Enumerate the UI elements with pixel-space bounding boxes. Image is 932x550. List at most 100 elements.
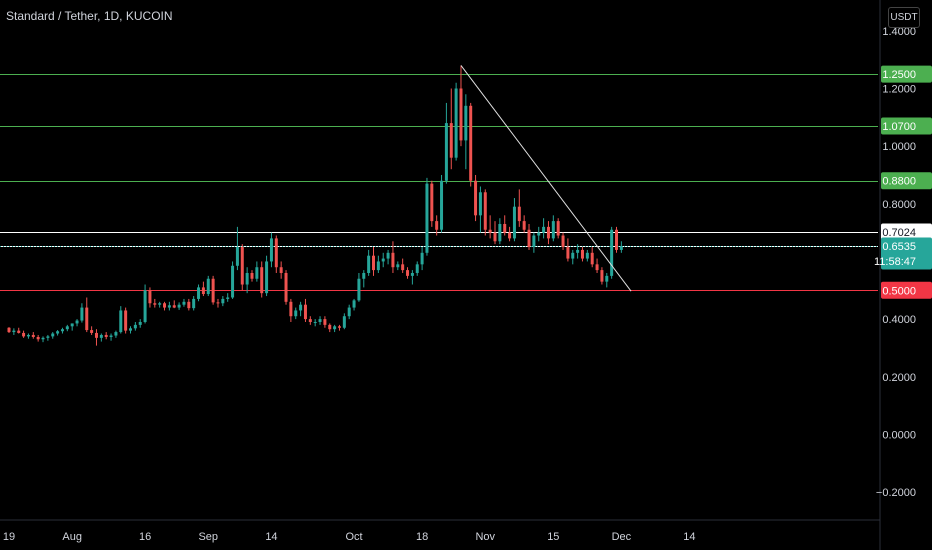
- candle-body: [119, 310, 123, 333]
- candle-body: [51, 333, 55, 337]
- candle-body: [104, 334, 108, 337]
- candle-body: [158, 303, 162, 305]
- candle-body: [41, 337, 45, 340]
- candle-body: [148, 290, 152, 304]
- candle-body: [420, 252, 424, 265]
- candle-body: [561, 235, 565, 248]
- candlestick-series: [7, 65, 623, 346]
- level-tag-0.8800: 0.8800: [882, 176, 916, 188]
- horizontal-level-lines[interactable]: [0, 74, 878, 291]
- y-tick-label: 0.8000: [882, 199, 916, 211]
- candle-body: [590, 252, 594, 265]
- candle-body: [90, 330, 94, 333]
- candle-body: [56, 331, 60, 334]
- candle-body: [274, 238, 278, 268]
- candle-body: [537, 232, 541, 236]
- candle-body: [469, 105, 473, 181]
- candle-body: [318, 319, 322, 322]
- x-tick-label: Nov: [475, 531, 495, 543]
- y-tick-label: 1.0000: [882, 141, 916, 153]
- candle-body: [615, 229, 618, 250]
- candle-body: [532, 235, 536, 248]
- candle-body: [401, 264, 405, 271]
- candle-body: [197, 287, 201, 299]
- candle-body: [99, 334, 103, 338]
- last-price-tag-countdown: 11:58:47: [874, 256, 916, 268]
- candle-body: [386, 252, 390, 259]
- candle-body: [512, 206, 516, 239]
- candle-body: [138, 321, 142, 325]
- candle-body: [177, 304, 181, 308]
- candle-body: [396, 264, 400, 268]
- x-tick-label: 14: [265, 531, 277, 543]
- candle-body: [425, 183, 429, 253]
- x-tick-label: 19: [3, 531, 15, 543]
- candle-body: [328, 324, 332, 330]
- candle-body: [284, 272, 288, 302]
- candle-body: [206, 278, 210, 295]
- currency-button[interactable]: USDT: [888, 7, 920, 28]
- candle-body: [459, 88, 463, 141]
- descending-trendline[interactable]: [460, 65, 632, 292]
- candle-body: [26, 334, 30, 337]
- candle-body: [182, 301, 186, 305]
- y-tick-label: 0.0000: [882, 429, 916, 441]
- x-tick-label: Aug: [62, 531, 82, 543]
- candle-body: [153, 303, 157, 305]
- candle-body: [245, 272, 249, 285]
- candle-body: [440, 180, 444, 230]
- candle-body: [430, 183, 434, 222]
- y-tick-label: 1.2000: [882, 84, 916, 96]
- candle-body: [415, 264, 419, 273]
- level-tag-1.2500-bg: [881, 65, 932, 83]
- candle-body: [216, 302, 220, 304]
- candle-body: [362, 272, 366, 279]
- candle-body: [372, 255, 375, 271]
- x-tick-label: Dec: [612, 531, 632, 543]
- x-tick-label: Sep: [198, 531, 218, 543]
- candle-body: [85, 307, 89, 331]
- candle-body: [376, 261, 380, 271]
- chart-title: Standard / Tether, 1D, KUCOIN: [6, 9, 173, 23]
- candle-body: [303, 304, 307, 320]
- candle-body: [367, 255, 371, 273]
- candle-body: [546, 226, 550, 239]
- candle-body: [70, 323, 74, 327]
- x-tick-label: 14: [683, 531, 695, 543]
- candle-body: [464, 105, 468, 141]
- candle-body: [279, 267, 283, 273]
- candle-body: [527, 229, 531, 248]
- candle-body: [323, 319, 327, 325]
- candle-body: [192, 298, 196, 309]
- candle-body: [576, 249, 580, 253]
- candle-body: [133, 324, 137, 329]
- trendline-layer[interactable]: [460, 65, 632, 292]
- candle-body: [260, 267, 264, 294]
- candle-body: [357, 278, 361, 301]
- candle-body: [352, 300, 356, 308]
- candle-body: [60, 329, 64, 332]
- candle-body: [294, 310, 298, 317]
- y-tick-label: 0.2000: [882, 372, 916, 384]
- candle-body: [498, 223, 502, 242]
- white-line-tag-0.7024-bg: [881, 223, 932, 241]
- candle-body: [31, 334, 35, 337]
- candle-body: [503, 223, 507, 233]
- candle-body: [12, 330, 16, 333]
- candle-body: [333, 326, 337, 330]
- candle-body: [585, 252, 589, 259]
- candle-body: [231, 265, 235, 298]
- level-tag-1.0700: 1.0700: [882, 121, 916, 133]
- candle-body: [478, 192, 482, 216]
- candle-body: [250, 272, 254, 279]
- candle-body: [449, 123, 453, 158]
- candle-body: [226, 297, 230, 299]
- candle-body: [75, 320, 79, 324]
- candle-body: [517, 206, 521, 222]
- candle-body: [129, 328, 132, 331]
- candle-body: [444, 123, 448, 181]
- candle-body: [406, 270, 410, 276]
- level-tag-1.2500: 1.2500: [882, 69, 916, 81]
- candle-body: [46, 336, 50, 338]
